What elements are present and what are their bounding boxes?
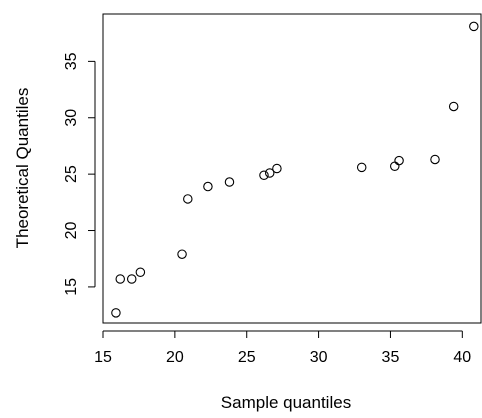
data-point (272, 163, 282, 174)
data-point (259, 170, 269, 181)
data-point (224, 177, 235, 187)
data-point (469, 21, 479, 32)
data-point (135, 267, 146, 278)
x-axis: 15 20 25 30 35 40 (94, 330, 471, 366)
data-point (390, 161, 400, 171)
x-tick-label: 40 (453, 349, 471, 366)
y-tick-label: 35 (63, 52, 80, 70)
data-point (111, 308, 121, 318)
data-point (203, 181, 213, 192)
x-tick-label: 15 (94, 349, 112, 366)
plot-frame (102, 13, 482, 324)
data-points (111, 21, 479, 318)
y-tick-label: 15 (63, 278, 80, 296)
y-tick-label: 20 (63, 222, 80, 240)
x-axis-label: Sample quantiles (221, 393, 351, 412)
data-point (183, 194, 193, 204)
data-point (448, 101, 459, 112)
x-tick-label: 25 (238, 349, 256, 366)
data-point (356, 162, 367, 173)
data-point (115, 274, 125, 284)
y-axis: 15 20 25 30 35 (63, 52, 96, 296)
data-point (394, 155, 404, 166)
y-tick-label: 25 (63, 165, 80, 183)
y-tick-label: 30 (63, 109, 80, 127)
data-point (264, 168, 275, 178)
data-point (430, 154, 440, 165)
x-tick-label: 30 (310, 349, 328, 366)
y-axis-label: Theoretical Quantiles (13, 88, 32, 249)
data-point (126, 274, 137, 284)
x-tick-label: 20 (166, 349, 184, 366)
x-tick-label: 35 (382, 349, 400, 366)
data-point (177, 249, 187, 259)
